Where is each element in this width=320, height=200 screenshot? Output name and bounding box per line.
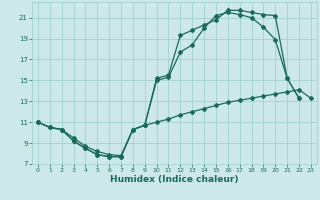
- X-axis label: Humidex (Indice chaleur): Humidex (Indice chaleur): [110, 175, 239, 184]
